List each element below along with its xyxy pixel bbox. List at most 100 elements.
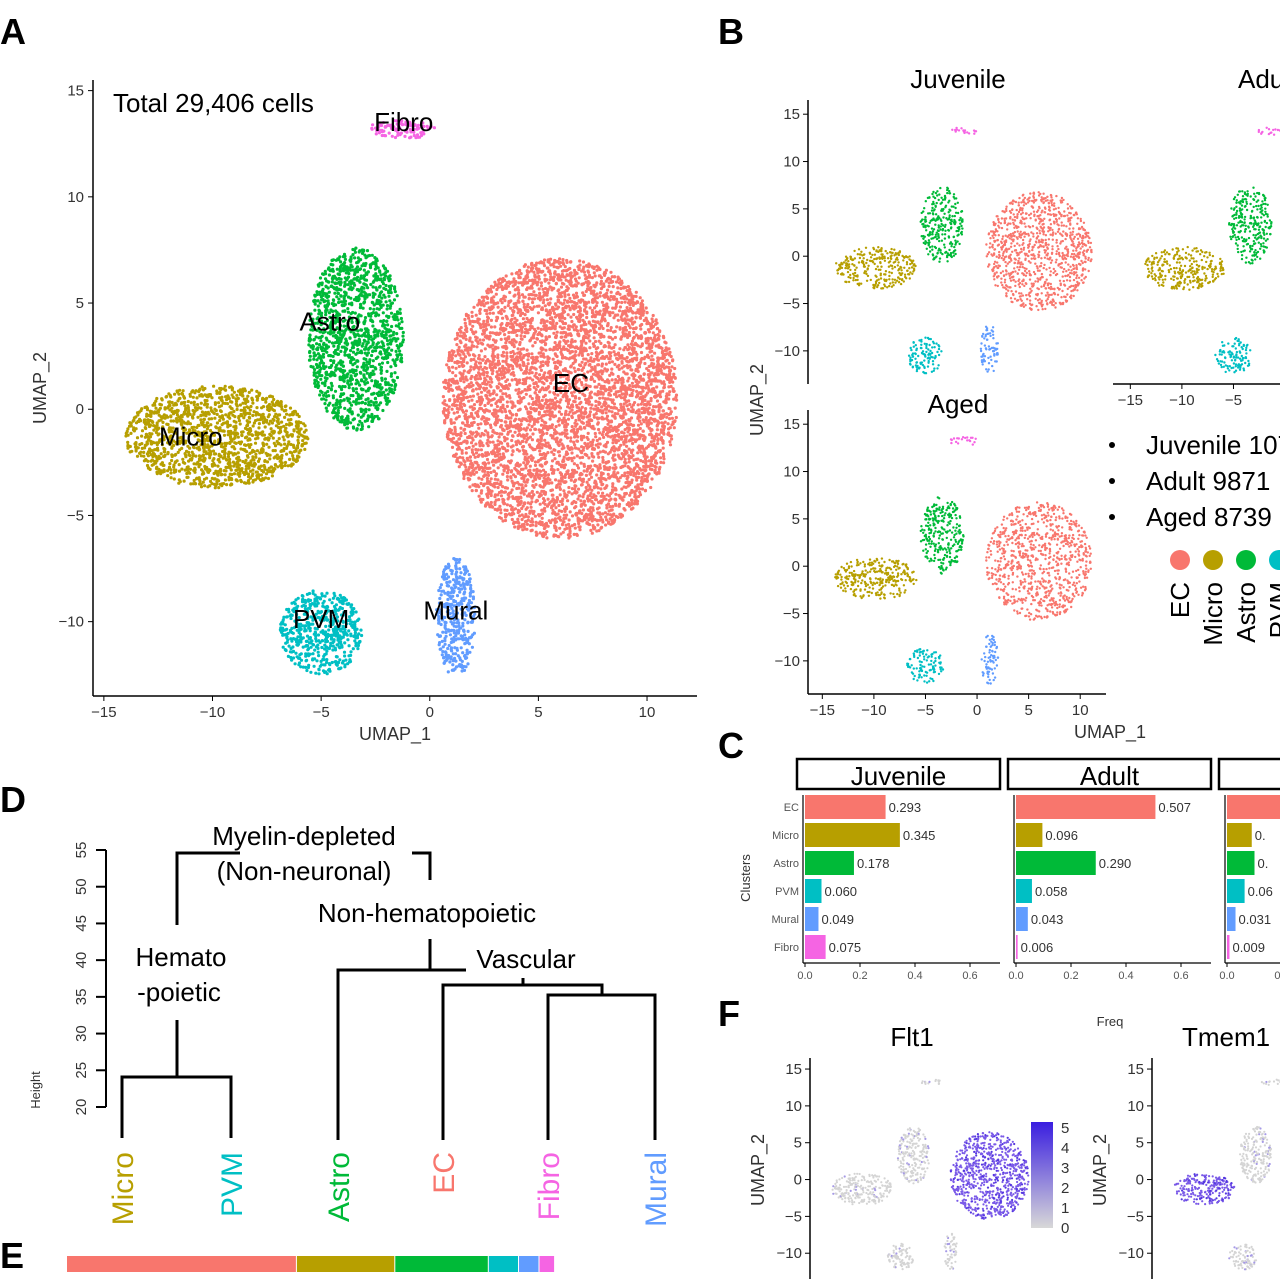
point [599, 341, 603, 345]
point [525, 287, 529, 292]
point [605, 518, 609, 522]
point [643, 469, 647, 473]
point [474, 330, 478, 334]
point [547, 303, 551, 307]
point [525, 522, 530, 527]
point [469, 459, 473, 463]
point [478, 406, 482, 410]
point [622, 392, 626, 396]
point [543, 522, 547, 526]
point [477, 476, 481, 480]
point [641, 389, 645, 393]
point [529, 317, 533, 322]
point [601, 430, 606, 434]
point [465, 326, 469, 331]
point [544, 478, 548, 483]
point [577, 276, 581, 280]
point [469, 430, 473, 434]
point [662, 431, 666, 435]
point [447, 351, 452, 355]
point [518, 355, 522, 360]
point [479, 500, 483, 504]
point [661, 452, 666, 456]
point [487, 461, 491, 465]
point [644, 403, 649, 407]
point [621, 455, 626, 459]
point [471, 444, 475, 448]
point [542, 476, 546, 480]
point [511, 367, 515, 371]
point [598, 322, 602, 326]
point [447, 369, 452, 373]
point [519, 352, 523, 356]
point [530, 307, 534, 311]
point [501, 316, 505, 320]
point [586, 499, 590, 503]
point [530, 262, 534, 266]
point [510, 317, 514, 321]
point [553, 457, 557, 461]
point [563, 412, 568, 416]
point [488, 288, 492, 292]
point [559, 518, 563, 522]
point [657, 405, 661, 409]
point [508, 290, 512, 295]
point [557, 535, 561, 539]
point [529, 410, 533, 415]
point [641, 313, 645, 317]
point [517, 378, 522, 382]
point [670, 365, 674, 369]
point [461, 398, 465, 402]
point [650, 428, 654, 432]
point [654, 365, 658, 369]
point [631, 310, 635, 314]
point [560, 523, 565, 527]
point [629, 298, 633, 302]
point [517, 276, 521, 280]
point [540, 489, 544, 493]
point [673, 376, 677, 380]
point [588, 286, 592, 291]
point [647, 412, 651, 416]
point [470, 422, 474, 426]
point [501, 464, 506, 469]
point [572, 456, 576, 460]
point [557, 275, 562, 279]
point [506, 424, 510, 428]
point [483, 381, 487, 385]
point [558, 463, 562, 467]
point [602, 294, 606, 298]
point [656, 362, 660, 366]
point [555, 460, 559, 464]
point [550, 481, 554, 485]
point [597, 427, 601, 432]
point [548, 417, 552, 421]
point [664, 341, 668, 345]
point [509, 363, 513, 367]
point [654, 459, 658, 463]
point [496, 507, 500, 511]
point [577, 314, 582, 318]
point [622, 297, 626, 301]
point [541, 406, 545, 410]
point [596, 312, 600, 316]
point [541, 287, 545, 291]
point [616, 318, 620, 322]
point [560, 356, 565, 360]
point [464, 324, 468, 328]
point [582, 415, 586, 419]
point [493, 354, 497, 359]
point [481, 358, 485, 362]
point [564, 399, 569, 403]
point [651, 338, 655, 342]
point [563, 275, 567, 279]
point [600, 483, 604, 487]
point [611, 513, 616, 517]
point [580, 451, 584, 455]
panel-a-points [124, 119, 679, 676]
point [486, 438, 490, 442]
point [603, 403, 607, 407]
point [496, 353, 500, 357]
point [559, 294, 564, 299]
point [539, 281, 544, 285]
